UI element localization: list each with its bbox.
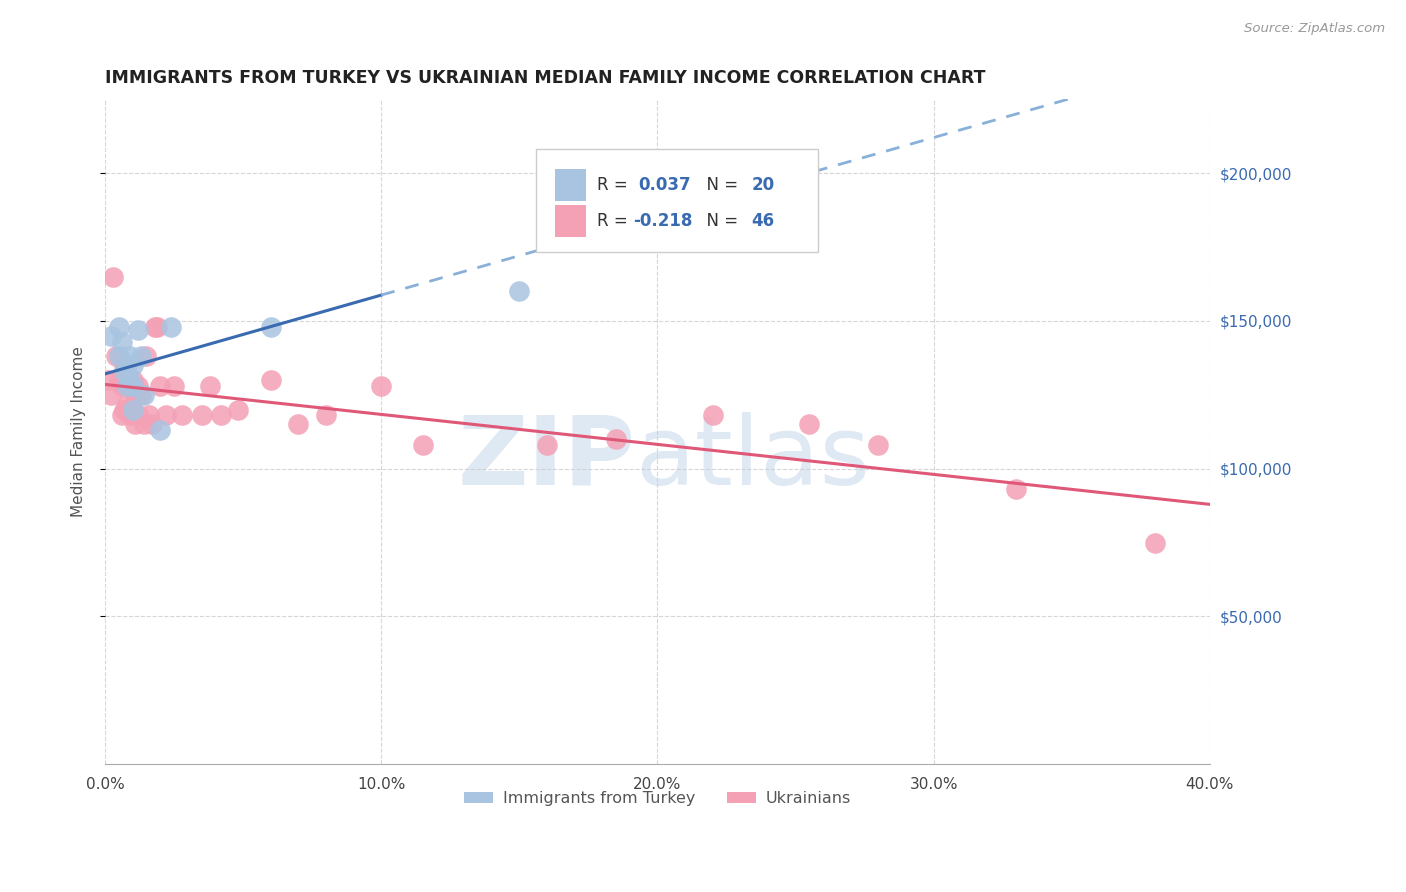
Point xyxy=(143,319,166,334)
Point xyxy=(100,388,122,402)
Point xyxy=(370,379,392,393)
Point xyxy=(110,409,132,423)
Point xyxy=(138,409,160,423)
Point xyxy=(149,379,172,393)
Point xyxy=(118,379,141,393)
Point xyxy=(115,379,138,393)
Point xyxy=(155,409,177,423)
Point xyxy=(799,417,821,432)
Point xyxy=(121,379,143,393)
Point xyxy=(260,373,283,387)
Point xyxy=(127,323,149,337)
Text: 0.037: 0.037 xyxy=(638,176,692,194)
Point xyxy=(121,402,143,417)
Text: 20: 20 xyxy=(751,176,775,194)
Point xyxy=(702,409,724,423)
FancyBboxPatch shape xyxy=(554,205,585,237)
Point xyxy=(110,379,132,393)
Point xyxy=(508,285,530,299)
Point xyxy=(1143,535,1166,549)
Point xyxy=(260,319,283,334)
Point xyxy=(868,438,890,452)
Text: IMMIGRANTS FROM TURKEY VS UKRAINIAN MEDIAN FAMILY INCOME CORRELATION CHART: IMMIGRANTS FROM TURKEY VS UKRAINIAN MEDI… xyxy=(105,69,986,87)
Point xyxy=(132,388,155,402)
Y-axis label: Median Family Income: Median Family Income xyxy=(72,346,86,517)
Point xyxy=(536,438,558,452)
Point xyxy=(100,328,122,343)
Text: Source: ZipAtlas.com: Source: ZipAtlas.com xyxy=(1244,22,1385,36)
Point xyxy=(172,409,194,423)
Point xyxy=(226,402,249,417)
Point xyxy=(115,373,138,387)
Text: 46: 46 xyxy=(751,212,775,230)
Point xyxy=(118,409,141,423)
Point xyxy=(97,373,120,387)
Point xyxy=(115,358,138,372)
Text: N =: N = xyxy=(696,212,744,230)
Point xyxy=(135,349,157,363)
Point xyxy=(127,379,149,393)
Text: N =: N = xyxy=(696,176,744,194)
Point xyxy=(149,423,172,437)
Text: atlas: atlas xyxy=(636,412,870,505)
Point xyxy=(121,358,143,372)
Point xyxy=(112,358,135,372)
Point xyxy=(115,396,138,410)
Point xyxy=(198,379,221,393)
Point xyxy=(118,373,141,387)
Text: ZIP: ZIP xyxy=(457,412,636,505)
Point xyxy=(103,269,125,284)
FancyBboxPatch shape xyxy=(554,169,585,201)
Point xyxy=(160,319,183,334)
Legend: Immigrants from Turkey, Ukrainians: Immigrants from Turkey, Ukrainians xyxy=(458,785,856,813)
Text: R =: R = xyxy=(596,212,633,230)
Point xyxy=(124,388,146,402)
Point xyxy=(132,417,155,432)
Point xyxy=(141,417,163,432)
Point xyxy=(209,409,232,423)
Text: -0.218: -0.218 xyxy=(633,212,693,230)
Point xyxy=(605,432,627,446)
Point xyxy=(127,409,149,423)
Point xyxy=(118,349,141,363)
FancyBboxPatch shape xyxy=(536,149,817,252)
Point xyxy=(107,373,129,387)
Point xyxy=(287,417,309,432)
Point xyxy=(112,402,135,417)
Point xyxy=(124,417,146,432)
Point xyxy=(105,349,128,363)
Point xyxy=(121,402,143,417)
Point xyxy=(110,334,132,349)
Point xyxy=(129,349,152,363)
Point xyxy=(163,379,186,393)
Point xyxy=(112,364,135,378)
Point xyxy=(121,373,143,387)
Point xyxy=(107,349,129,363)
Text: R =: R = xyxy=(596,176,633,194)
Point xyxy=(633,181,655,195)
Point xyxy=(412,438,434,452)
Point xyxy=(146,319,169,334)
Point xyxy=(107,319,129,334)
Point xyxy=(1005,483,1028,497)
Point xyxy=(190,409,212,423)
Point xyxy=(315,409,337,423)
Point xyxy=(129,388,152,402)
